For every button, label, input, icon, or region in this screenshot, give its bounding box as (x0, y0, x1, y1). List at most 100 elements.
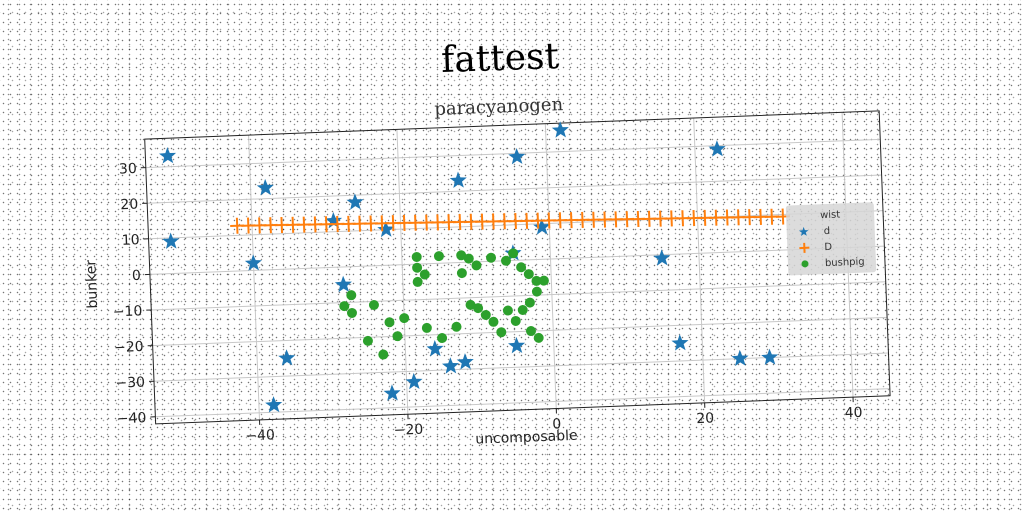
series-bushpig-point (399, 313, 410, 324)
y-tick-label: −30 (115, 375, 145, 392)
legend-box (785, 202, 877, 276)
series-bushpig-point (437, 333, 448, 344)
legend-label: bushpig (825, 257, 865, 270)
series-bushpig-point (471, 260, 482, 271)
series-bushpig-point (486, 252, 497, 263)
series-bushpig-point (501, 255, 512, 266)
series-d-point (256, 178, 274, 196)
series-bushpig-point (465, 299, 476, 310)
y-axis-label: bunker (83, 259, 101, 308)
series-d-point (761, 348, 779, 365)
series-d-point (551, 121, 569, 138)
series-bushpig-point (339, 301, 350, 312)
x-ticks: −40 −20 0 20 40 (245, 397, 863, 444)
series-d-point (383, 384, 401, 401)
x-gridline (544, 123, 557, 409)
y-gridline (149, 245, 885, 275)
series-bushpig-point (412, 262, 423, 273)
series-bushpig-point (531, 275, 542, 286)
series-d-point (244, 254, 262, 271)
series-d-point (508, 147, 526, 165)
y-gridline (151, 281, 886, 311)
series-d-point (426, 340, 444, 357)
series-bushpig-point (538, 275, 549, 286)
y-tick-label: 20 (120, 197, 138, 214)
y-tick-label: 30 (119, 161, 137, 178)
x-tick-label: −40 (245, 427, 275, 444)
series-d-point (162, 232, 180, 249)
x-tick-label: 0 (552, 416, 562, 432)
series-bushpig-point (524, 297, 535, 308)
series-bushpig-point (433, 251, 444, 262)
series-bushpig-point (463, 253, 474, 264)
series-d-point (346, 193, 364, 210)
series-d-point (708, 140, 726, 157)
grid (145, 112, 890, 420)
y-gridline (145, 138, 881, 169)
series-bushpig-point (362, 335, 373, 346)
series-d-point (405, 372, 423, 390)
series-d-point (653, 249, 671, 266)
series-d-point (158, 147, 177, 164)
series-bushpig-point (517, 304, 528, 315)
x-tick-label: −20 (393, 422, 423, 439)
x-axis-label: uncomposable (475, 428, 578, 448)
series-bushpig-point (488, 316, 499, 327)
series-bushpig-point (525, 326, 536, 337)
y-gridline (152, 316, 888, 347)
series-d-point (265, 396, 283, 413)
series-bushpig-point (392, 331, 403, 342)
legend-marker-bushpig (801, 260, 809, 268)
chart-subtitle: paracyanogen (434, 94, 564, 120)
series-bushpig-point (496, 327, 507, 338)
series-d-point (508, 336, 526, 354)
series-bushpig-point (412, 276, 423, 287)
series-bushpig-point (378, 349, 389, 360)
y-tick-label: −40 (117, 410, 147, 427)
series-bushpig-point (510, 315, 521, 326)
y-tick-label: −20 (114, 339, 144, 356)
y-tick-label: −10 (112, 303, 142, 320)
series-bushpig-point (384, 317, 395, 328)
y-gridline (155, 388, 890, 418)
axes-frame (144, 110, 891, 425)
x-tick-label: 20 (696, 410, 714, 427)
y-tick-label: 10 (121, 232, 139, 249)
series-bushpig-point (368, 300, 379, 311)
series-d-point (377, 220, 395, 238)
y-ticks: −40 −30 −20 −10 0 10 20 30 (112, 161, 156, 427)
series-bushpig-point (480, 309, 491, 320)
series-d-point (441, 357, 460, 374)
legend-marker-D (799, 242, 810, 253)
series (158, 121, 790, 413)
series-d-point (533, 218, 551, 235)
series-bushpig-point (451, 321, 462, 332)
series-bushpig-point (419, 269, 430, 280)
x-tick-label: 40 (844, 405, 862, 422)
series-bushpig-point (456, 250, 467, 261)
series-bushpig-point (456, 268, 467, 279)
series-bushpig-point (421, 322, 432, 333)
legend-title: wist (820, 209, 841, 221)
series-bushpig-point (473, 303, 484, 314)
series-d-point (334, 275, 352, 293)
series-bushpig-point (346, 307, 357, 318)
legend-marker-d (798, 226, 809, 236)
x-gridline (248, 135, 261, 420)
y-gridline (147, 174, 882, 204)
series-bushpig-point (502, 305, 513, 316)
series-d-point (449, 171, 467, 189)
series-bushpig-point (533, 332, 544, 343)
series-bushpig-point (516, 262, 527, 273)
series-d-point (456, 353, 474, 370)
series-bushpig-point (411, 252, 422, 263)
series-bushpig-point (523, 269, 534, 280)
legend-label: d (824, 226, 831, 237)
x-gridline (396, 129, 409, 415)
series-d-point (671, 334, 689, 351)
y-gridline (153, 352, 889, 382)
series-bushpig-point (508, 248, 519, 259)
series-bushpig-point (531, 286, 542, 297)
